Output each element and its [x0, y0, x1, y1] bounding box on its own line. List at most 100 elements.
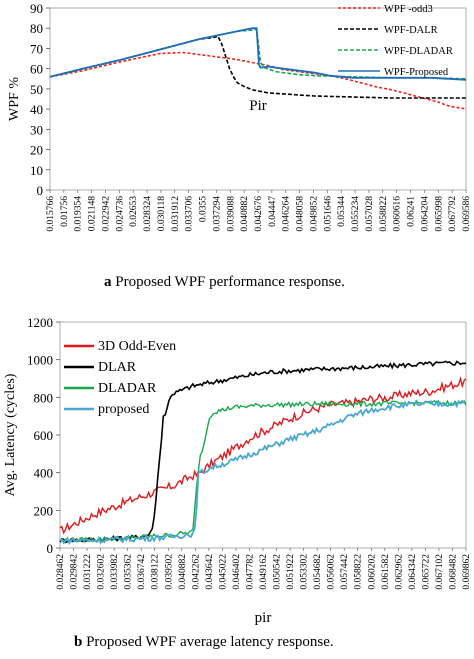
x-tick-label: 0.051646 — [323, 196, 333, 232]
x-tick-label: 0.01756 — [60, 196, 70, 227]
legend-label: WPF-DLADAR — [384, 46, 453, 57]
x-tick-label: 0.062962 — [394, 554, 404, 590]
y-tick-label: 50 — [30, 82, 43, 97]
y-tick-label: 10 — [30, 163, 43, 178]
series-line-3d-odd-even — [59, 376, 467, 535]
x-tick-label: 0.028462 — [56, 554, 66, 590]
chart-panel-a: 0 10 20 30 40 50 60 70 80 90 0.015766 0.01756 0.0193… — [0, 0, 474, 320]
x-axis-label: Pir — [249, 98, 267, 114]
x-tick-label: 0.067102 — [435, 554, 445, 590]
y-axis-label: WPF % — [7, 77, 22, 121]
x-tick-label: 0.064204 — [420, 196, 430, 232]
legend-label: DLADAR — [98, 381, 157, 396]
figure-caption: a Proposed WPF performance response. — [104, 274, 345, 290]
x-tick-label: 0.02653 — [129, 196, 139, 227]
x-tick-label: 0.045022 — [218, 554, 228, 590]
legend-label: WPF -odd3 — [384, 4, 433, 15]
legend-label: WPF-DALR — [384, 25, 438, 36]
x-tick-label: 0.060202 — [367, 554, 377, 590]
x-tick-label: 0.039502 — [164, 554, 174, 590]
x-tick-label: 0.037294 — [212, 196, 222, 232]
x-tick-label: 0.069862 — [462, 554, 472, 590]
x-tick-label: 0.049852 — [309, 196, 319, 232]
caption-text: Proposed WPF average latency response. — [86, 634, 334, 650]
x-tick-label: 0.015766 — [46, 196, 56, 232]
x-tick-label: 0.05344 — [337, 196, 347, 227]
x-tick-label: 0.055234 — [351, 196, 361, 232]
x-tick-label: 0.049162 — [259, 554, 269, 590]
x-tick-label: 0.040882 — [240, 196, 250, 232]
y-tick-label: 70 — [30, 41, 43, 56]
y-tick-label: 20 — [30, 143, 43, 158]
x-tick-label: 0.058822 — [354, 554, 364, 590]
x-tick-label: 0.038122 — [151, 554, 161, 590]
y-tick-label: 600 — [34, 428, 54, 443]
x-tick-label: 0.046264 — [282, 196, 292, 232]
chart-panel-b: 0 200 400 600 800 1000 1200 0.028462 0.029842 0.0… — [0, 315, 474, 654]
x-tick-label: 0.028324 — [143, 196, 153, 232]
y-tick-label: 0 — [47, 541, 54, 556]
x-tick-label: 0.035362 — [124, 554, 134, 590]
caption-letter: a — [104, 274, 115, 290]
legend-label: WPF-Proposed — [384, 67, 449, 78]
series-line-dladar — [59, 399, 467, 544]
x-tick-label: 0.069586 — [462, 196, 472, 232]
x-tick-label: 0.042262 — [191, 554, 201, 590]
x-tick-label: 0.029842 — [70, 554, 80, 590]
y-tick-label: 400 — [34, 466, 54, 481]
x-tick-label: 0.057028 — [365, 196, 375, 232]
y-tick-label: 800 — [34, 390, 54, 405]
x-tick-label: 0.057442 — [340, 554, 350, 590]
x-tick-label: 0.058822 — [379, 196, 389, 232]
y-tick-label: 30 — [30, 122, 43, 137]
x-tick-label: 0.040882 — [178, 554, 188, 590]
legend-label: proposed — [98, 402, 149, 417]
x-tick-label: 0.051922 — [286, 554, 296, 590]
series-line-wpf-odd3 — [49, 51, 467, 110]
wpf-performance-chart: 0 10 20 30 40 50 60 70 80 90 0.015766 0.01756 0.0193… — [7, 1, 472, 290]
x-tick-label: 0.030118 — [157, 196, 167, 232]
x-tick-label: 0.060616 — [393, 196, 403, 232]
x-tick-label: 0.033982 — [110, 554, 120, 590]
x-tick-label: 0.043642 — [205, 554, 215, 590]
y-tick-label: 1200 — [27, 318, 53, 330]
x-tick-label: 0.053302 — [300, 554, 310, 590]
x-tick-label: 0.0355 — [199, 196, 209, 222]
x-tick-label: 0.067792 — [448, 196, 458, 232]
x-tick-label: 0.061582 — [381, 554, 391, 590]
caption-text: Proposed WPF performance response. — [115, 274, 345, 290]
x-tick-label: 0.039088 — [226, 196, 236, 232]
y-tick-label: 60 — [30, 62, 43, 77]
y-tick-label: 80 — [30, 21, 43, 36]
x-tick-label: 0.032602 — [97, 554, 107, 590]
figure-caption: b Proposed WPF average latency response. — [74, 634, 334, 650]
x-axis-label: pir — [255, 610, 272, 626]
x-tick-label: 0.047782 — [245, 554, 255, 590]
x-tick-label: 0.068482 — [448, 554, 458, 590]
x-tick-label: 0.031222 — [83, 554, 93, 590]
x-tick-label: 0.036742 — [137, 554, 147, 590]
legend-label: DLAR — [98, 360, 137, 375]
x-tick-label: 0.04447 — [268, 196, 278, 227]
x-tick-label: 0.021148 — [88, 196, 98, 232]
x-tick-label: 0.046402 — [232, 554, 242, 590]
x-tick-label: 0.024736 — [115, 196, 125, 232]
caption-letter: b — [74, 634, 86, 650]
x-tick-label: 0.031912 — [171, 196, 181, 232]
y-axis-label: Avg. Latency (cycles) — [3, 373, 18, 496]
x-tick-label: 0.056062 — [327, 554, 337, 590]
x-tick-label: 0.048058 — [296, 196, 306, 232]
x-tick-label: 0.019354 — [74, 196, 84, 232]
series-line-proposed — [59, 399, 467, 546]
x-tick-label: 0.065998 — [434, 196, 444, 232]
y-tick-label: 90 — [30, 1, 43, 16]
x-tick-label: 0.06241 — [407, 196, 417, 227]
x-tick-label: 0.050542 — [273, 554, 283, 590]
x-tick-label: 0.033706 — [185, 196, 195, 232]
legend-label: 3D Odd-Even — [98, 339, 176, 354]
x-tick-label: 0.042676 — [254, 196, 264, 232]
y-tick-label: 1000 — [27, 353, 53, 368]
x-tick-label: 0.064342 — [408, 554, 418, 590]
x-tick-label: 0.022942 — [101, 196, 111, 232]
